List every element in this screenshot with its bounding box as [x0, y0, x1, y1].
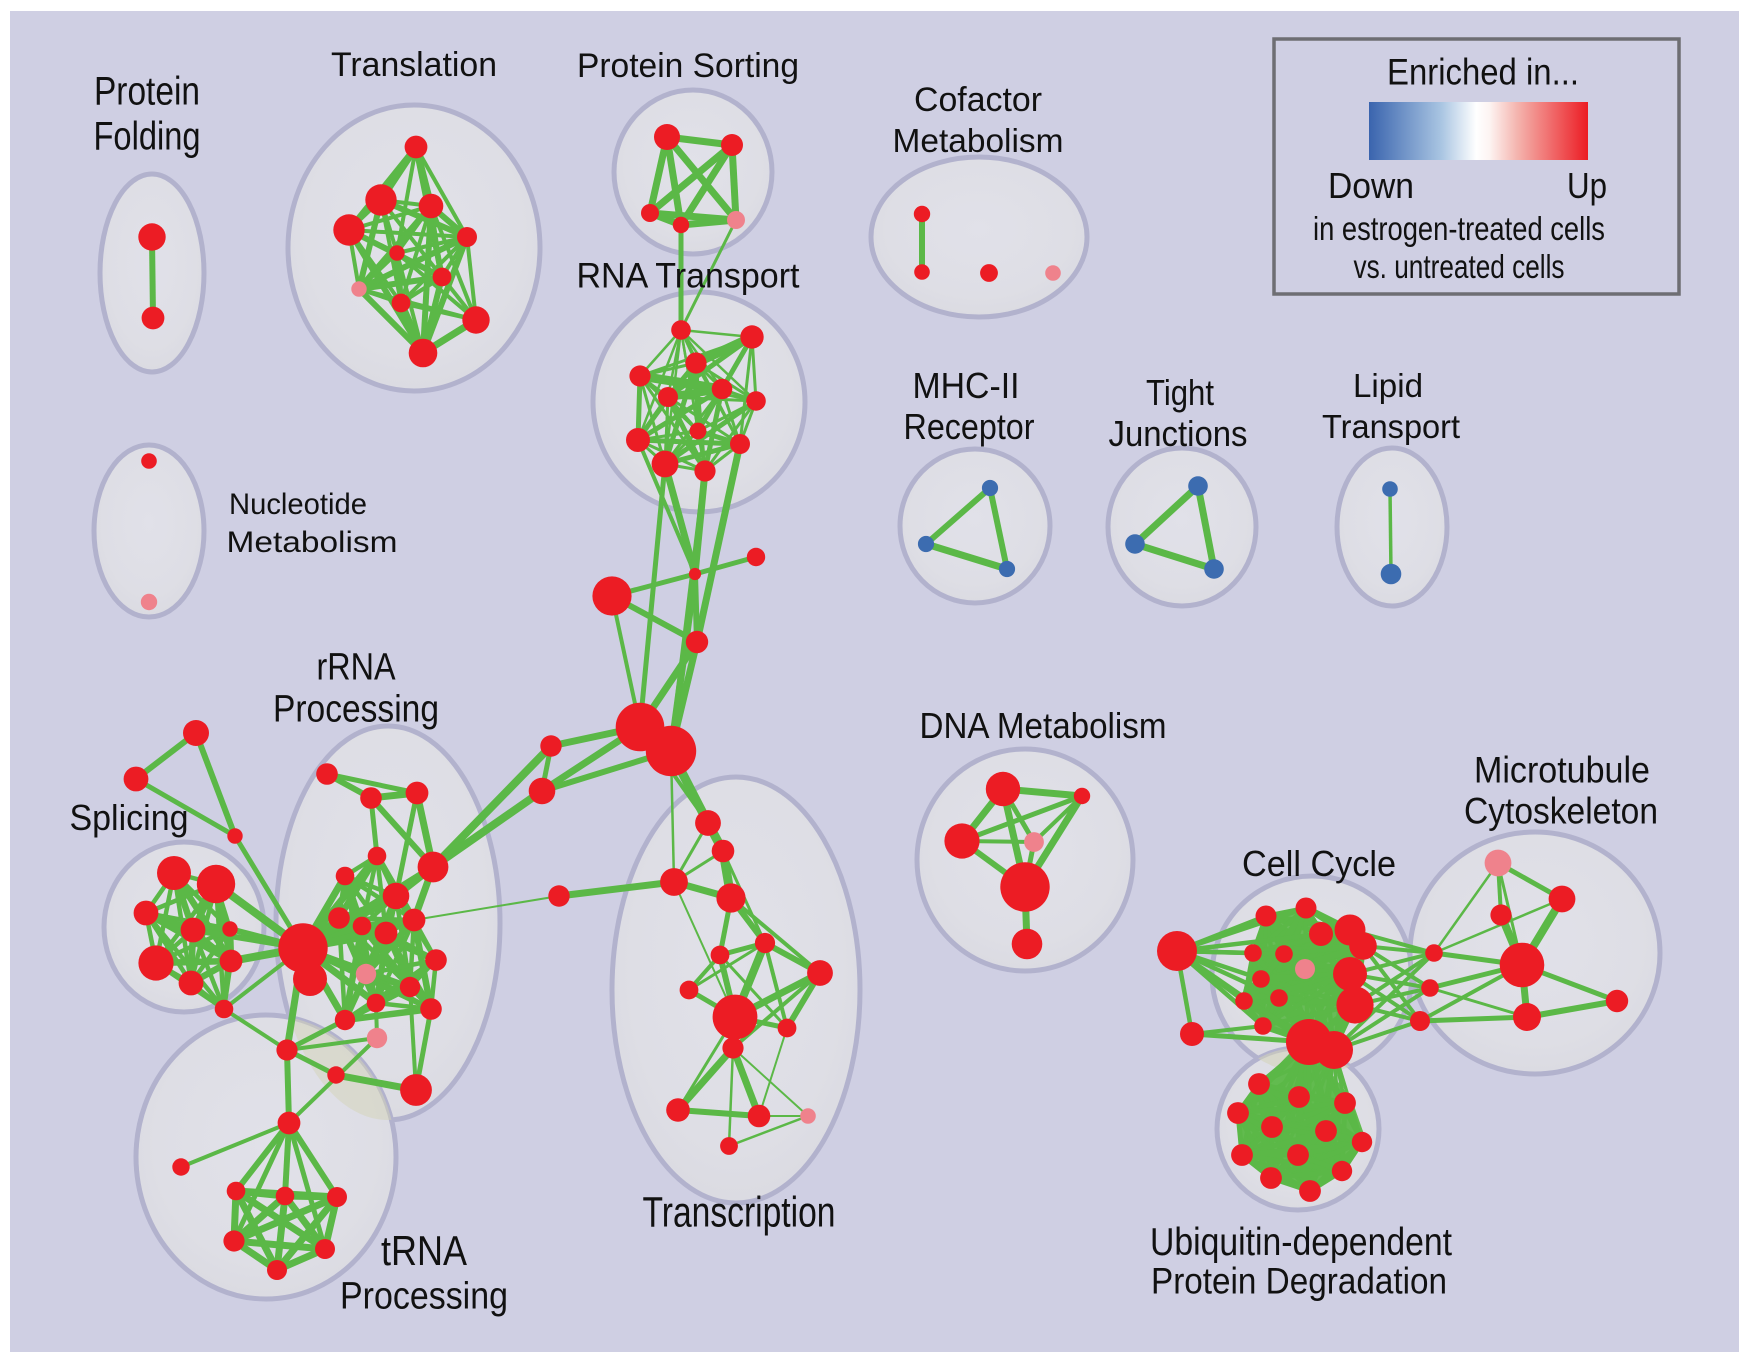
svg-text:rRNA: rRNA [317, 647, 397, 689]
svg-text:Lipid: Lipid [1353, 367, 1423, 404]
svg-text:Splicing: Splicing [70, 797, 189, 838]
svg-text:Enriched in...: Enriched in... [1387, 51, 1579, 92]
svg-text:Microtubule: Microtubule [1474, 749, 1650, 790]
svg-text:Cell Cycle: Cell Cycle [1242, 843, 1396, 884]
svg-text:Protein Degradation: Protein Degradation [1151, 1260, 1447, 1301]
svg-text:DNA Metabolism: DNA Metabolism [920, 705, 1167, 746]
svg-text:Translation: Translation [331, 46, 497, 84]
svg-text:Tight: Tight [1146, 372, 1214, 413]
svg-text:vs. untreated cells: vs. untreated cells [1354, 248, 1565, 285]
svg-text:Receptor: Receptor [904, 406, 1035, 447]
svg-text:Folding: Folding [94, 114, 201, 158]
svg-text:Nucleotide: Nucleotide [229, 488, 367, 521]
svg-text:Ubiquitin-dependent: Ubiquitin-dependent [1150, 1221, 1452, 1264]
svg-text:Cofactor: Cofactor [914, 81, 1042, 119]
svg-text:Metabolism: Metabolism [893, 122, 1064, 159]
svg-text:Protein: Protein [94, 69, 200, 113]
svg-text:MHC-II: MHC-II [913, 365, 1020, 406]
svg-text:Processing: Processing [273, 689, 439, 731]
svg-text:Transport: Transport [1322, 408, 1460, 445]
svg-text:Cytoskeleton: Cytoskeleton [1464, 790, 1658, 831]
svg-text:tRNA: tRNA [381, 1227, 467, 1274]
svg-text:RNA Transport: RNA Transport [577, 257, 800, 296]
svg-text:Transcription: Transcription [643, 1189, 836, 1237]
svg-text:Protein Sorting: Protein Sorting [577, 47, 799, 85]
svg-text:Metabolism: Metabolism [227, 526, 398, 559]
svg-text:Down: Down [1328, 165, 1414, 206]
svg-text:Junctions: Junctions [1109, 413, 1248, 454]
svg-text:Up: Up [1567, 165, 1607, 206]
svg-text:Processing: Processing [340, 1276, 508, 1318]
svg-text:in estrogen-treated cells: in estrogen-treated cells [1313, 210, 1605, 247]
